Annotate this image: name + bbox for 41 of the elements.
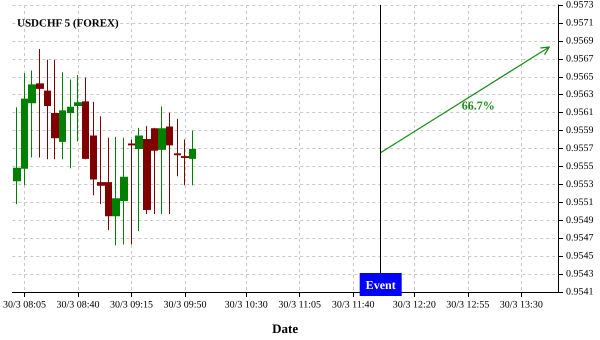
candlestick: [189, 130, 196, 186]
y-tick-label: 0.9559: [566, 125, 594, 136]
y-tick-label: 0.9563: [566, 89, 594, 100]
text: USDCHF 5 (FOREX): [17, 18, 119, 30]
y-tick-label: 0.9555: [566, 160, 594, 172]
candlestick: [51, 59, 59, 160]
candlestick: [74, 74, 82, 142]
x-axis-title: Date: [272, 321, 298, 336]
candlestick: [135, 127, 143, 232]
y-tick-label: 0.9573: [566, 0, 594, 10]
x-tick-label: 30/3 11:05: [278, 300, 322, 310]
ref-line-label: Event: [366, 278, 396, 292]
y-tick-label: 0.9549: [566, 214, 594, 226]
y-tick-label: 0.9545: [566, 250, 594, 262]
x-tick-label: 30/3 08:05: [2, 300, 46, 310]
y-tick-label: 0.9569: [566, 35, 594, 46]
y-tick-label: 0.9547: [566, 232, 594, 244]
y-tick-label: 0.9543: [566, 268, 594, 280]
candlestick: [44, 59, 51, 160]
candlestick: [36, 48, 44, 158]
y-tick-label: 0.9541: [566, 286, 594, 298]
x-tick-label: 30/3 08:40: [56, 300, 100, 310]
x-tick-label: 30/3 09:50: [163, 300, 207, 310]
candlestick: [181, 139, 189, 186]
y-tick-label: 0.9561: [566, 107, 594, 118]
x-tick-label: 30/3 10:30: [224, 300, 268, 310]
x-tick-label: 30/3 09:15: [110, 300, 154, 310]
x-tick-label: 30/3 13:30: [500, 300, 543, 310]
candlestick: [166, 112, 173, 214]
annotation: 66.7%: [462, 98, 495, 112]
y-tick-label: 0.9571: [566, 17, 594, 28]
candlestick: [174, 118, 181, 177]
x-tick-label: 30/3 12:55: [446, 300, 490, 310]
y-tick-label: 0.9551: [566, 196, 594, 208]
candlestick: [158, 106, 166, 214]
y-tick-label: 0.9567: [566, 53, 594, 64]
x-tick-label: 30/3 11:40: [332, 300, 375, 310]
y-tick-label: 0.9553: [566, 178, 594, 190]
x-tick-label: 30/3 12:20: [392, 300, 436, 310]
y-tick-label: 0.9557: [566, 143, 594, 154]
y-tick-label: 0.9565: [566, 71, 594, 82]
